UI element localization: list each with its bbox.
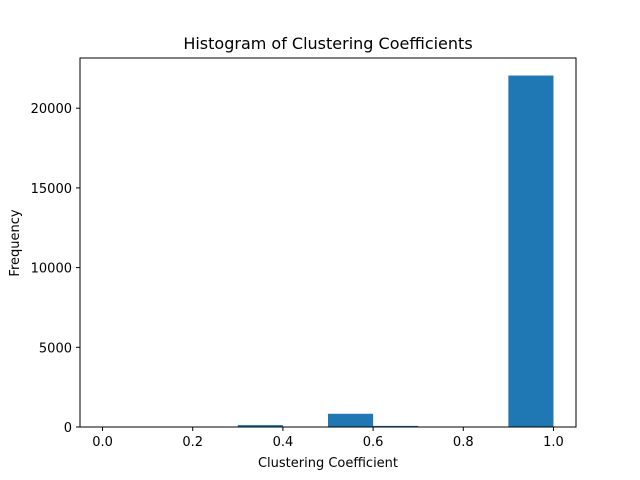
y-tick-label: 10000	[31, 262, 72, 277]
y-axis-label: Frequency	[8, 209, 23, 276]
x-tick-label: 0.0	[92, 435, 113, 450]
x-tick-label: 0.8	[453, 435, 474, 450]
y-tick-label: 5000	[39, 341, 72, 356]
x-tick-label: 0.6	[363, 435, 384, 450]
y-tick-label: 0	[64, 421, 72, 436]
histogram-bar	[373, 425, 419, 427]
histogram-bar	[237, 425, 283, 427]
x-tick-label: 1.0	[543, 435, 564, 450]
histogram-bar	[328, 413, 374, 427]
x-axis-ticks: 0.0 0.2 0.4 0.6 0.8 1.0	[92, 427, 564, 450]
y-tick-label: 15000	[31, 182, 72, 197]
chart-title: Histogram of Clustering Coefficients	[183, 34, 472, 53]
x-tick-label: 0.2	[182, 435, 203, 450]
histogram-bar	[508, 75, 554, 427]
x-tick-label: 0.4	[273, 435, 294, 450]
y-axis-ticks: 0 5000 10000 15000 20000	[31, 102, 80, 436]
y-tick-label: 20000	[31, 102, 72, 117]
x-axis-label: Clustering Coefficient	[258, 456, 398, 471]
plot-frame	[79, 57, 577, 428]
bars-group	[102, 75, 554, 427]
